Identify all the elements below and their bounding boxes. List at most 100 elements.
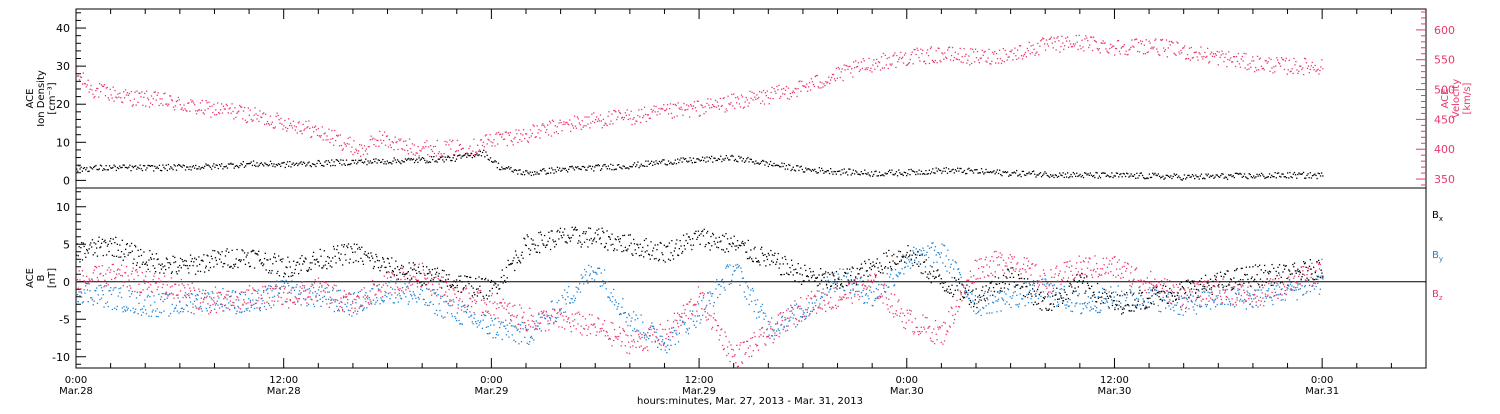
velocity-series-point bbox=[729, 104, 730, 105]
density-series-point bbox=[285, 167, 286, 168]
bz-series-point bbox=[364, 287, 365, 288]
by-series-point bbox=[394, 302, 395, 303]
bz-series-point bbox=[160, 281, 161, 282]
density-series-point bbox=[1276, 177, 1277, 178]
density-series-point bbox=[1320, 175, 1321, 176]
by-series-point bbox=[453, 299, 454, 300]
bz-series-point bbox=[150, 284, 151, 285]
bz-series-point bbox=[115, 277, 116, 278]
by-series-point bbox=[420, 289, 421, 290]
density-series-point bbox=[801, 166, 802, 167]
bz-series-point bbox=[129, 285, 130, 286]
velocity-series-point bbox=[841, 71, 842, 72]
by-series-point bbox=[137, 292, 138, 293]
by-series-point bbox=[1176, 305, 1177, 306]
velocity-series-point bbox=[733, 94, 734, 95]
velocity-series-point bbox=[860, 69, 861, 70]
bz-series-point bbox=[231, 295, 232, 296]
by-series-point bbox=[788, 308, 789, 309]
density-series-point bbox=[1158, 173, 1159, 174]
velocity-series-point bbox=[951, 55, 952, 56]
by-series-point bbox=[1050, 283, 1051, 284]
density-series-point bbox=[104, 169, 105, 170]
velocity-series-point bbox=[651, 109, 652, 110]
bz-series-point bbox=[649, 329, 650, 330]
velocity-series-point bbox=[936, 50, 937, 51]
density-series-point bbox=[288, 166, 289, 167]
density-series-point bbox=[623, 165, 624, 166]
velocity-series-point bbox=[537, 125, 538, 126]
density-series-point bbox=[1090, 172, 1091, 173]
density-series-point bbox=[177, 165, 178, 166]
density-series-point bbox=[346, 160, 347, 161]
density-series-point bbox=[414, 162, 415, 163]
density-series-point bbox=[905, 172, 906, 173]
velocity-series-point bbox=[301, 133, 302, 134]
density-series-point bbox=[868, 172, 869, 173]
bz-series-point bbox=[222, 310, 223, 311]
density-series-point bbox=[593, 170, 594, 171]
velocity-series-point bbox=[866, 67, 867, 68]
density-series-point bbox=[1031, 173, 1032, 174]
density-series-point bbox=[870, 175, 871, 176]
bz-series-point bbox=[574, 319, 575, 320]
velocity-series-point bbox=[111, 94, 112, 95]
velocity-series-point bbox=[629, 114, 630, 115]
by-series-point bbox=[1185, 311, 1186, 312]
velocity-series-point bbox=[861, 61, 862, 62]
density-series-point bbox=[958, 170, 959, 171]
by-series-point bbox=[864, 302, 865, 303]
velocity-series-point bbox=[234, 107, 235, 108]
density-series-point bbox=[262, 164, 263, 165]
by-series-point bbox=[1189, 291, 1190, 292]
bz-series-point bbox=[584, 328, 585, 329]
by-series-point bbox=[441, 316, 442, 317]
by-series-point bbox=[309, 288, 310, 289]
bz-series-point bbox=[233, 305, 234, 306]
velocity-series-point bbox=[1247, 64, 1248, 65]
by-series-point bbox=[1126, 297, 1127, 298]
velocity-series-point bbox=[578, 118, 579, 119]
velocity-series-point bbox=[540, 130, 541, 131]
bz-series-point bbox=[131, 273, 132, 274]
velocity-series-point bbox=[183, 110, 184, 111]
by-series-point bbox=[177, 311, 178, 312]
by-series-point bbox=[881, 293, 882, 294]
bz-series-point bbox=[575, 314, 576, 315]
bz-series-point bbox=[311, 299, 312, 300]
bz-series-point bbox=[613, 340, 614, 341]
velocity-series-point bbox=[1187, 54, 1188, 55]
by-series-point bbox=[160, 299, 161, 300]
by-series-point bbox=[726, 266, 727, 267]
density-series-point bbox=[243, 161, 244, 162]
by-series-point bbox=[793, 317, 794, 318]
bz-series-point bbox=[752, 337, 753, 338]
bz-series-point bbox=[668, 336, 669, 337]
density-series-point bbox=[1174, 173, 1175, 174]
velocity-series-point bbox=[691, 105, 692, 106]
bz-series-point bbox=[366, 297, 367, 298]
velocity-series-point bbox=[477, 145, 478, 146]
by-series-point bbox=[1226, 299, 1227, 300]
density-series-point bbox=[877, 175, 878, 176]
density-series-point bbox=[971, 170, 972, 171]
density-series-point bbox=[308, 162, 309, 163]
velocity-series-point bbox=[271, 124, 272, 125]
by-series-point bbox=[397, 294, 398, 295]
velocity-series-point bbox=[586, 116, 587, 117]
velocity-series-point bbox=[143, 97, 144, 98]
bz-series-point bbox=[351, 308, 352, 309]
by-series-point bbox=[781, 317, 782, 318]
bz-series-point bbox=[626, 334, 627, 335]
density-series-point bbox=[747, 157, 748, 158]
by-series-point bbox=[227, 299, 228, 300]
by-series-point bbox=[696, 321, 697, 322]
by-series-point bbox=[1082, 303, 1083, 304]
density-series-point bbox=[416, 159, 417, 160]
bz-series-point bbox=[410, 285, 411, 286]
density-series-point bbox=[1165, 177, 1166, 178]
velocity-series-point bbox=[92, 94, 93, 95]
bz-series-point bbox=[655, 336, 656, 337]
bz-series-point bbox=[697, 301, 698, 302]
density-series-point bbox=[679, 159, 680, 160]
